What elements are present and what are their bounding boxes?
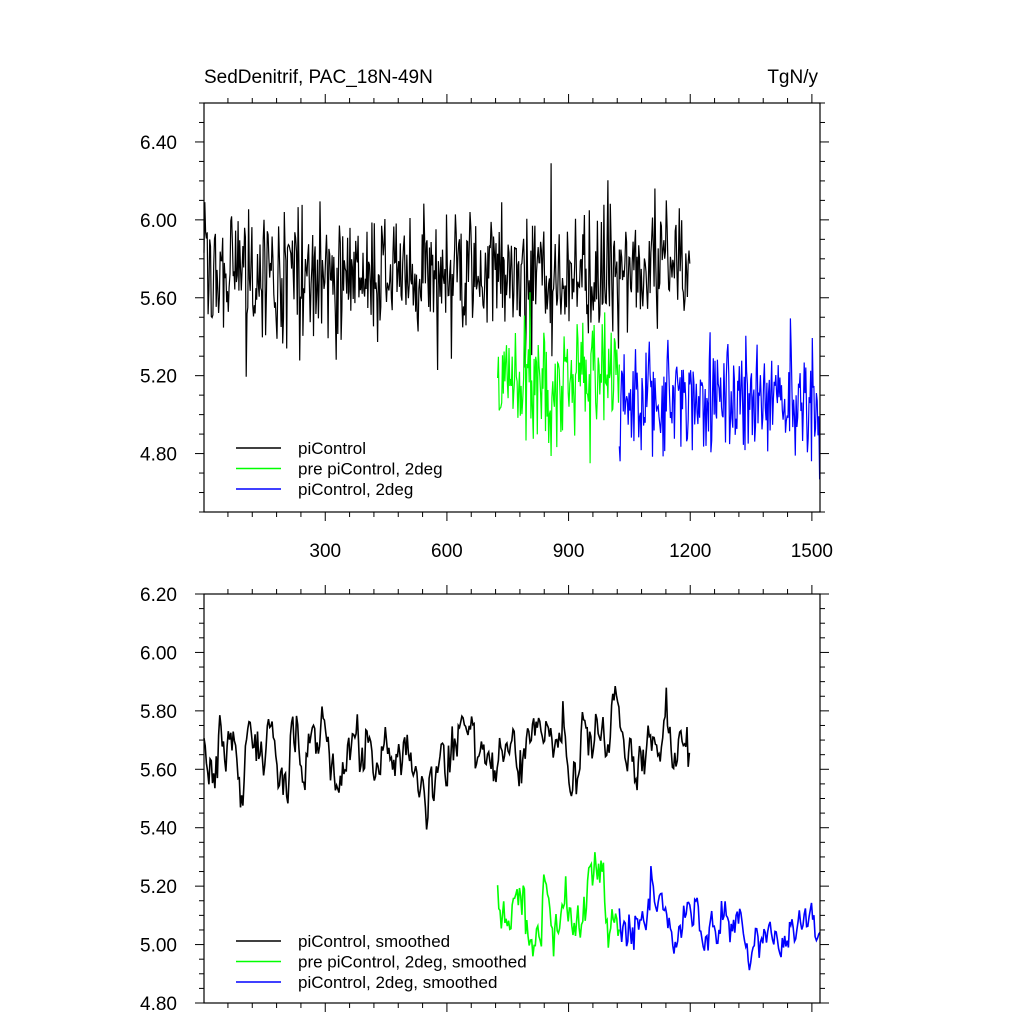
x-tick-label: 1200 <box>669 541 711 562</box>
legend-label: piControl, smoothed <box>298 932 450 951</box>
legend-label: pre piControl, 2deg <box>298 460 443 479</box>
plot-frame <box>203 102 821 513</box>
series-line-pre-picontrol-2deg-smoothed <box>496 852 621 957</box>
legend-label: pre piControl, 2deg, smoothed <box>298 953 527 972</box>
legend: piControl, smoothed pre piControl, 2deg, … <box>236 932 527 992</box>
plot-frame <box>203 593 821 1004</box>
y-tick-label: 6.20 <box>140 585 177 606</box>
bottom-panel: 4.80 5.00 5.20 5.40 5.60 5.80 6.00 6.20 piContr… <box>140 585 829 1015</box>
legend-label: piControl, 2deg, smoothed <box>298 973 497 992</box>
y-tick-label: 6.00 <box>140 643 177 664</box>
y-tick-label: 6.40 <box>140 133 177 154</box>
x-tick-label: 1500 <box>791 541 833 562</box>
series-line-picontrol-smoothed <box>203 685 691 830</box>
y-tick-label: 4.80 <box>140 994 177 1015</box>
series-line-pre-picontrol-2deg <box>497 292 620 464</box>
y-tick-label: 5.40 <box>140 819 177 840</box>
x-tick-label: 300 <box>309 541 341 562</box>
series-layer <box>203 163 821 480</box>
y-tick-label: 5.20 <box>140 877 177 898</box>
y-tick-label: 5.60 <box>140 289 177 310</box>
series-layer <box>203 685 821 971</box>
y-tick-label: 4.80 <box>140 445 177 466</box>
legend-label: piControl <box>298 439 366 458</box>
y-tick-label: 5.60 <box>140 760 177 781</box>
chart-title: SedDenitrif, PAC_18N-49N <box>204 67 433 88</box>
y-tick-label: 5.20 <box>140 367 177 388</box>
legend-label: piControl, 2deg <box>298 480 413 499</box>
x-tick-label: 600 <box>431 541 463 562</box>
series-line-picontrol-2deg-smoothed <box>618 866 821 971</box>
y-tick-label: 5.80 <box>140 702 177 723</box>
y-tick-label: 6.00 <box>140 211 177 232</box>
series-line-picontrol-2deg <box>618 318 821 480</box>
y-tick-label: 5.00 <box>140 936 177 957</box>
series-line-picontrol <box>203 163 691 377</box>
units-label: TgN/y <box>767 67 818 88</box>
axis-layer: 4.80 5.00 5.20 5.40 5.60 5.80 6.00 6.20 <box>140 585 829 1015</box>
axis-layer: 300 600 900 1200 1500 4.80 5.20 5.60 6.00 6.40 <box>140 94 833 562</box>
x-tick-label: 900 <box>553 541 585 562</box>
top-panel: SedDenitrif, PAC_18N-49N TgN/y 300 600 900… <box>140 67 833 562</box>
